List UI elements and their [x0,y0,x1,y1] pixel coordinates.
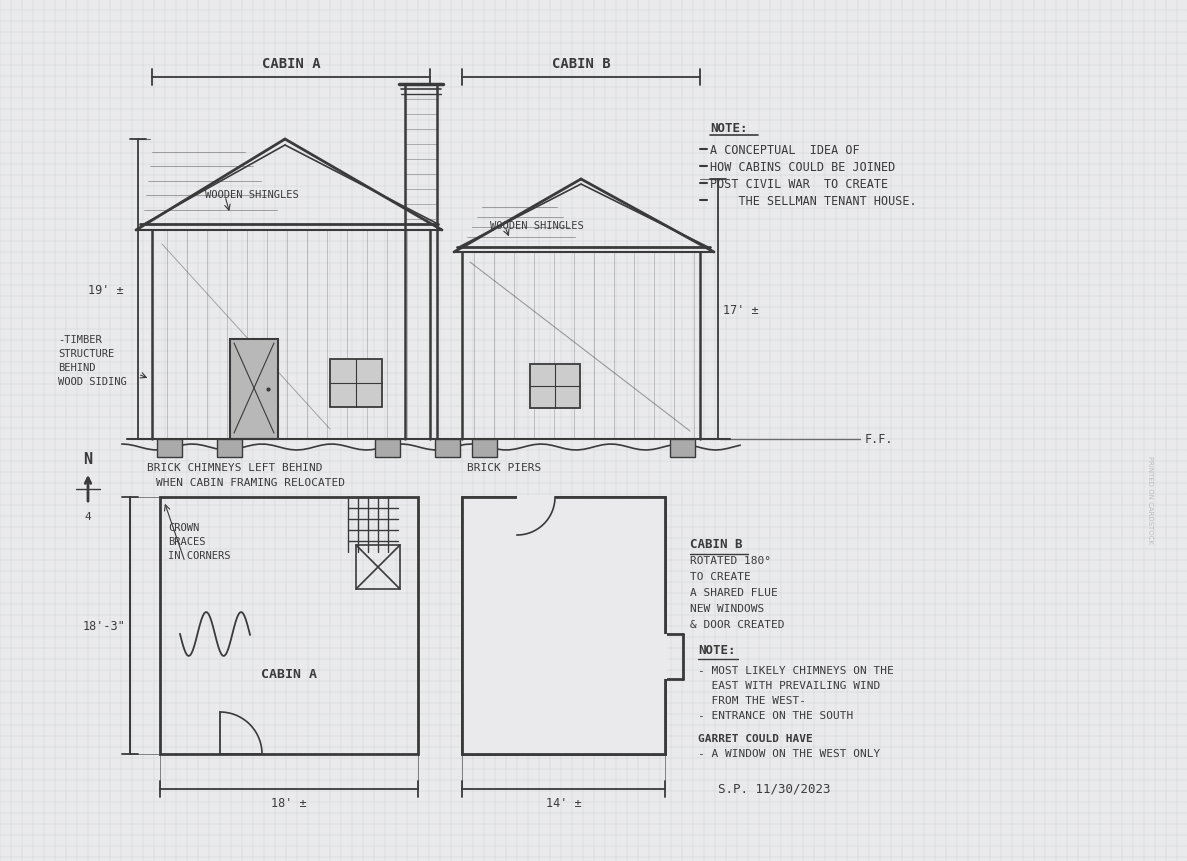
Bar [160,498,418,754]
Text: -TIMBER: -TIMBER [58,335,102,344]
Text: - A WINDOW ON THE WEST ONLY: - A WINDOW ON THE WEST ONLY [698,748,881,759]
Text: 18' ±: 18' ± [271,796,306,809]
Bar [462,498,665,754]
Bar [531,364,580,408]
Text: TO CREATE: TO CREATE [690,572,750,581]
Text: GARRET COULD HAVE: GARRET COULD HAVE [698,734,813,743]
Bar [375,439,400,457]
Bar [472,439,497,457]
Text: CROWN: CROWN [169,523,199,532]
Text: IN CORNERS: IN CORNERS [169,550,230,561]
Bar [230,339,278,439]
Text: - MOST LIKELY CHIMNEYS ON THE: - MOST LIKELY CHIMNEYS ON THE [698,666,894,675]
Text: WHEN CABIN FRAMING RELOCATED: WHEN CABIN FRAMING RELOCATED [155,478,344,487]
Bar [434,439,461,457]
Text: NOTE:: NOTE: [698,644,736,657]
Text: - ENTRANCE ON THE SOUTH: - ENTRANCE ON THE SOUTH [698,710,853,720]
Text: WOODEN SHINGLES: WOODEN SHINGLES [490,220,584,231]
Text: NEW WINDOWS: NEW WINDOWS [690,604,764,613]
Text: F.F.: F.F. [865,433,894,446]
Text: 4: 4 [84,511,91,522]
Bar [217,439,242,457]
Text: S.P. 11/30/2023: S.P. 11/30/2023 [718,782,831,795]
Bar [518,495,556,501]
Text: NOTE:: NOTE: [710,121,748,134]
Text: CABIN A: CABIN A [261,668,317,681]
Text: 14' ±: 14' ± [546,796,582,809]
Text: THE SELLMAN TENANT HOUSE.: THE SELLMAN TENANT HOUSE. [710,195,916,208]
Text: ROTATED 180°: ROTATED 180° [690,555,772,566]
Text: 17' ±: 17' ± [723,303,758,316]
Text: BRACES: BRACES [169,536,205,547]
Text: POST CIVIL WAR  TO CREATE: POST CIVIL WAR TO CREATE [710,177,888,190]
Text: WOODEN SHINGLES: WOODEN SHINGLES [205,189,299,200]
Text: 19' ±: 19' ± [88,283,123,296]
Bar [157,439,182,457]
Bar [669,439,696,457]
Text: CABIN A: CABIN A [261,57,320,71]
Text: STRUCTURE: STRUCTURE [58,349,114,358]
Text: & DOOR CREATED: & DOOR CREATED [690,619,785,629]
Text: FROM THE WEST-: FROM THE WEST- [698,695,806,705]
Bar [356,545,400,589]
Text: 18'-3": 18'-3" [82,619,125,632]
Text: N: N [83,452,93,467]
Text: A SHARED FLUE: A SHARED FLUE [690,587,777,598]
Text: BRICK PIERS: BRICK PIERS [466,462,541,473]
Bar [330,360,382,407]
Text: WOOD SIDING: WOOD SIDING [58,376,127,387]
Text: EAST WITH PREVAILING WIND: EAST WITH PREVAILING WIND [698,680,881,691]
Text: BEHIND: BEHIND [58,362,95,373]
Bar [462,498,665,754]
Text: BRICK CHIMNEYS LEFT BEHIND: BRICK CHIMNEYS LEFT BEHIND [147,462,323,473]
Text: CABIN B: CABIN B [690,538,743,551]
Text: HOW CABINS COULD BE JOINED: HOW CABINS COULD BE JOINED [710,160,895,173]
Text: A CONCEPTUAL  IDEA OF: A CONCEPTUAL IDEA OF [710,143,859,157]
Text: CABIN B: CABIN B [552,57,610,71]
Bar [664,635,667,679]
Text: PRINTED ON CARDSTOCK: PRINTED ON CARDSTOCK [1147,455,1153,543]
